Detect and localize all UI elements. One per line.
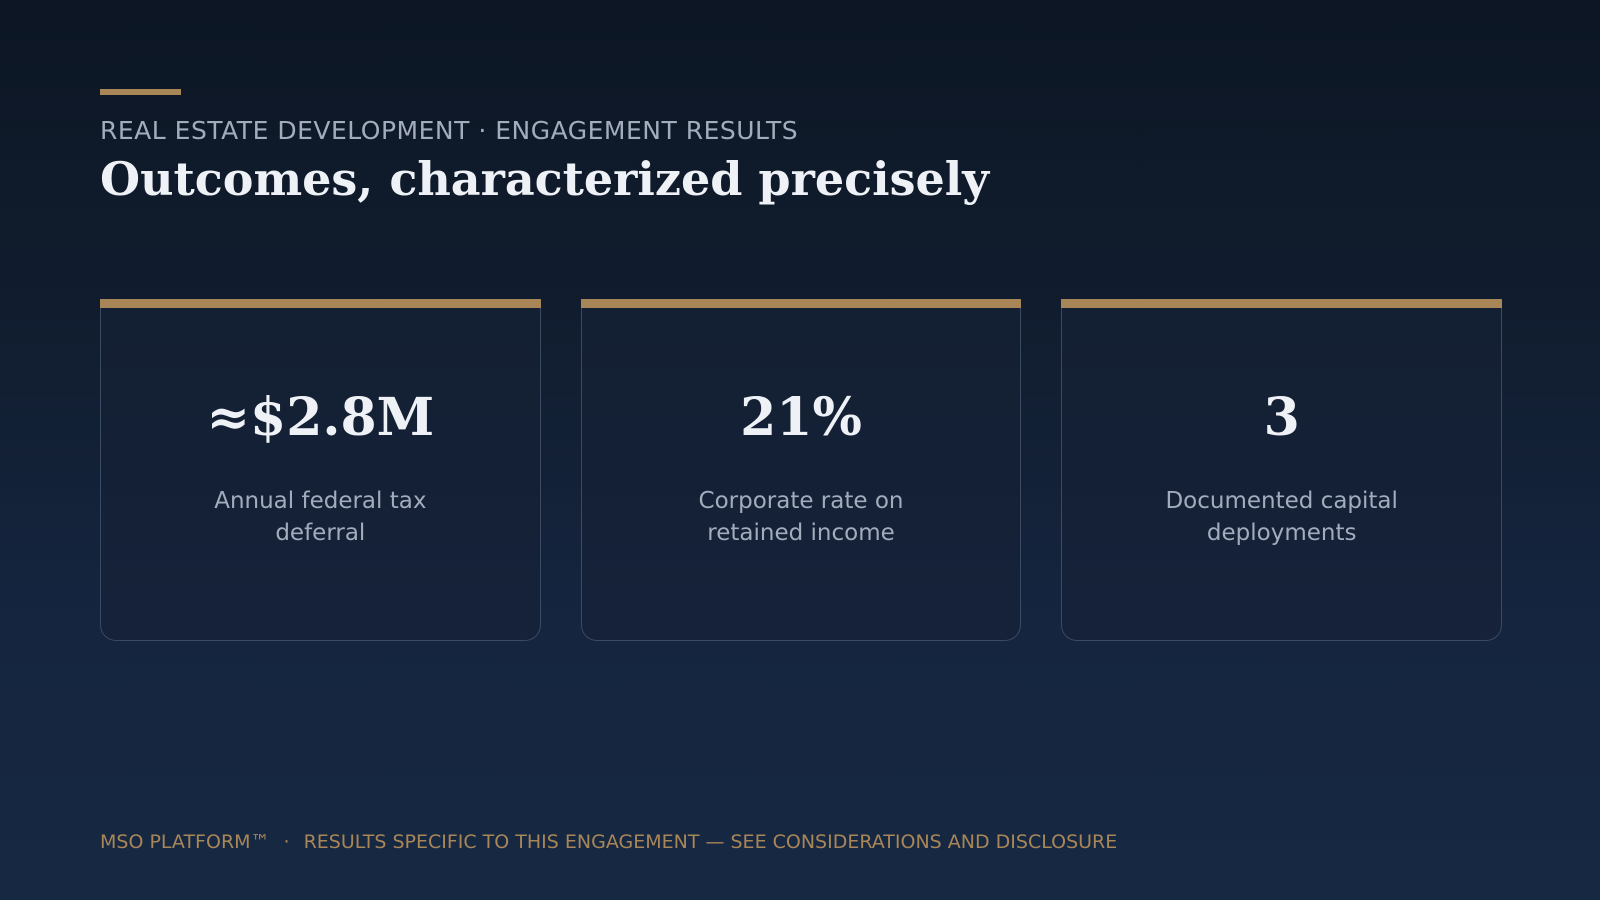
metric-value: 3 [1263,387,1300,448]
metric-card-tax-deferral: ≈$2.8M Annual federal tax deferral [100,299,541,641]
metric-card-capital-deployments: 3 Documented capital deployments [1061,299,1503,641]
metric-value: ≈$2.8M [206,387,435,448]
metric-label: Annual federal tax deferral [214,488,427,546]
metric-label: Corporate rate on retained income [698,488,904,546]
footer-disclosure: MSO PLATFORM™ · RESULTS SPECIFIC TO THIS E… [100,831,1117,853]
metric-label: Documented capital deployments [1165,488,1398,546]
footer-brand: MSO PLATFORM™ [100,831,270,853]
card-accent-bar [1061,299,1503,308]
card-accent-bar [580,299,1022,308]
footer-note: RESULTS SPECIFIC TO THIS ENGAGEMENT — SE… [303,831,1118,853]
header-accent-rule [100,89,181,95]
card-accent-bar [100,299,541,308]
metric-value: 21% [740,387,862,448]
metric-card-corporate-rate: 21% Corporate rate on retained income [580,299,1022,641]
section-eyebrow: REAL ESTATE DEVELOPMENT · ENGAGEMENT RES… [100,116,799,145]
footer-separator: · [283,831,290,853]
page-title: Outcomes, characterized precisely [100,152,989,206]
metric-cards: ≈$2.8M Annual federal tax deferral 21% C… [100,299,1503,641]
